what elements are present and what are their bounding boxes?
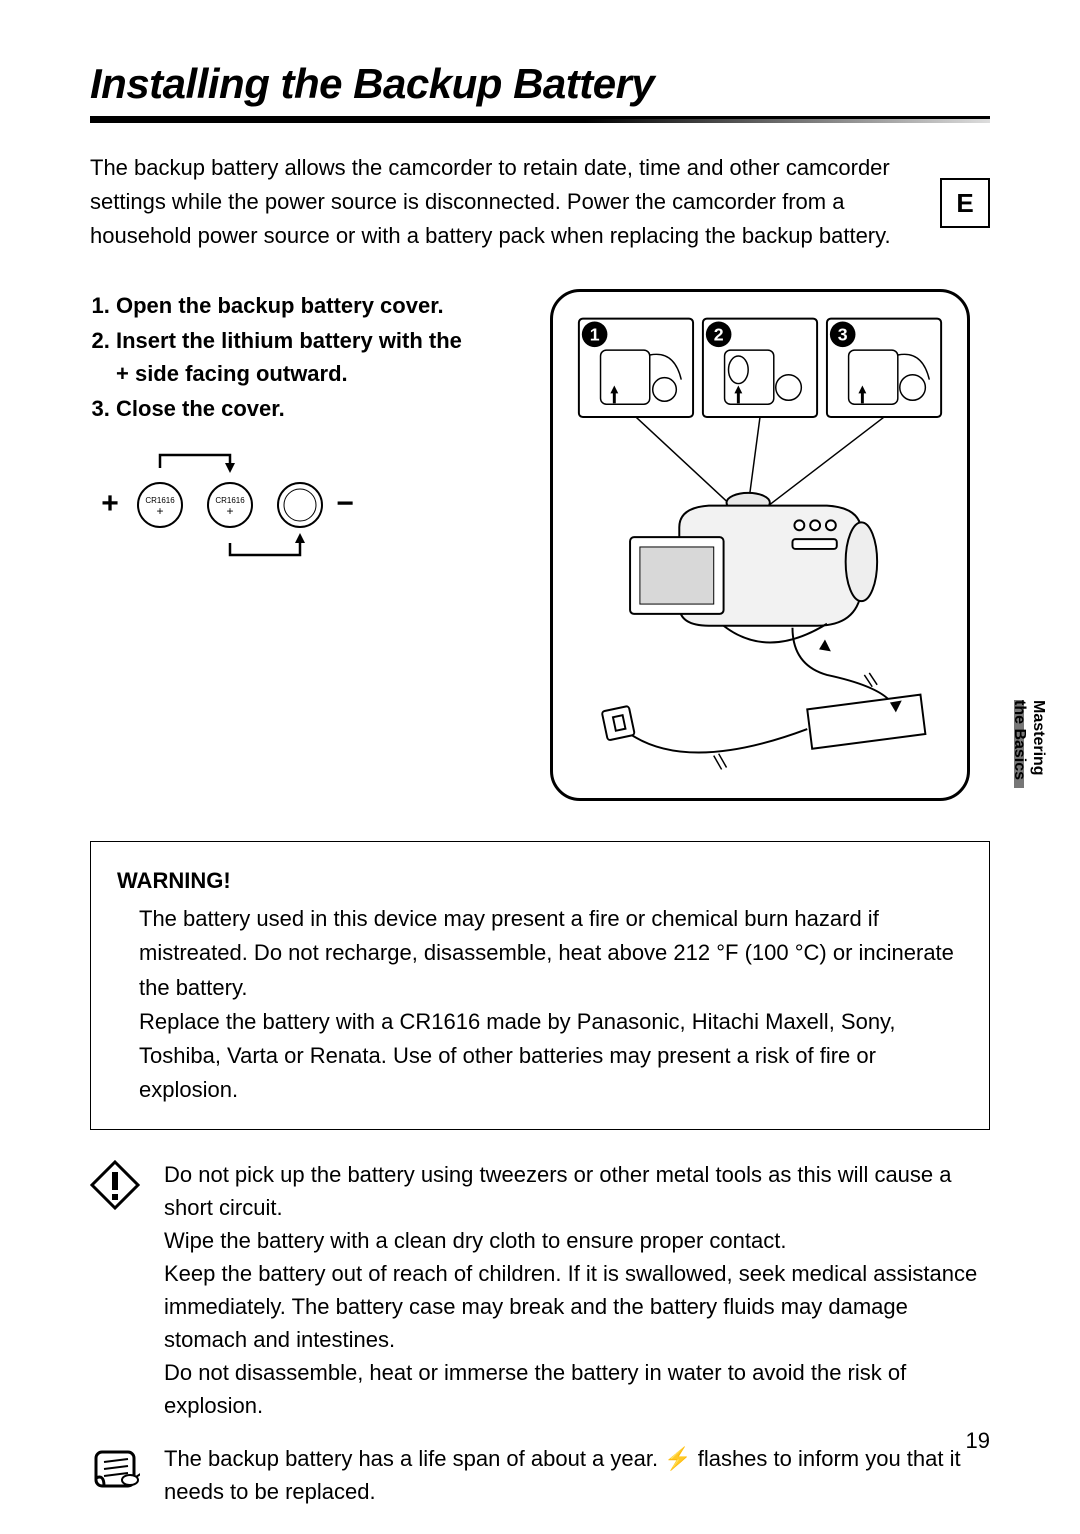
svg-text:3: 3 bbox=[838, 325, 848, 345]
title-rule bbox=[90, 116, 990, 123]
caution-l2: Wipe the battery with a clean dry cloth … bbox=[164, 1224, 990, 1257]
language-badge: E bbox=[940, 178, 990, 228]
warning-box: WARNING! The battery used in this device… bbox=[90, 841, 990, 1130]
warning-p1: The battery used in this device may pres… bbox=[139, 902, 963, 1004]
page-title: Installing the Backup Battery bbox=[90, 60, 990, 108]
warning-title: WARNING! bbox=[117, 864, 963, 898]
caution-l1: Do not pick up the battery using tweezer… bbox=[164, 1158, 990, 1224]
step-2: Insert the lithium battery with the + si… bbox=[116, 324, 510, 390]
battery-orientation-diagram: + CR1616 + CR1616 + − bbox=[90, 443, 400, 563]
step-1: Open the backup battery cover. bbox=[116, 289, 510, 322]
svg-text:2: 2 bbox=[714, 325, 724, 345]
tip-text: The backup battery has a life span of ab… bbox=[164, 1442, 990, 1508]
intro-paragraph: The backup battery allows the camcorder … bbox=[90, 151, 930, 253]
svg-text:1: 1 bbox=[590, 325, 600, 345]
caution-note: Do not pick up the battery using tweezer… bbox=[90, 1158, 990, 1422]
page-number: 19 bbox=[966, 1428, 990, 1454]
warning-p2: Replace the battery with a CR1616 made b… bbox=[139, 1005, 963, 1107]
caution-icon bbox=[90, 1160, 140, 1210]
steps-list: Open the backup battery cover. Insert th… bbox=[90, 289, 510, 425]
step-3: Close the cover. bbox=[116, 392, 510, 425]
svg-text:+: + bbox=[226, 504, 233, 518]
tip-note: The backup battery has a life span of ab… bbox=[90, 1442, 990, 1508]
step-2-line1: Insert the lithium battery with the bbox=[116, 328, 462, 353]
svg-text:+: + bbox=[156, 504, 163, 518]
step-2-line2: + side facing outward. bbox=[116, 357, 510, 390]
caution-l4: Do not disassemble, heat or immerse the … bbox=[164, 1356, 990, 1422]
minus-label: − bbox=[336, 487, 354, 520]
section-tab-label: Masteringthe Basics bbox=[1010, 700, 1048, 780]
note-icon bbox=[90, 1444, 140, 1494]
caution-l3: Keep the battery out of reach of childre… bbox=[164, 1257, 990, 1356]
camcorder-illustration: 1 2 3 bbox=[550, 289, 970, 801]
plus-label: + bbox=[101, 487, 119, 520]
